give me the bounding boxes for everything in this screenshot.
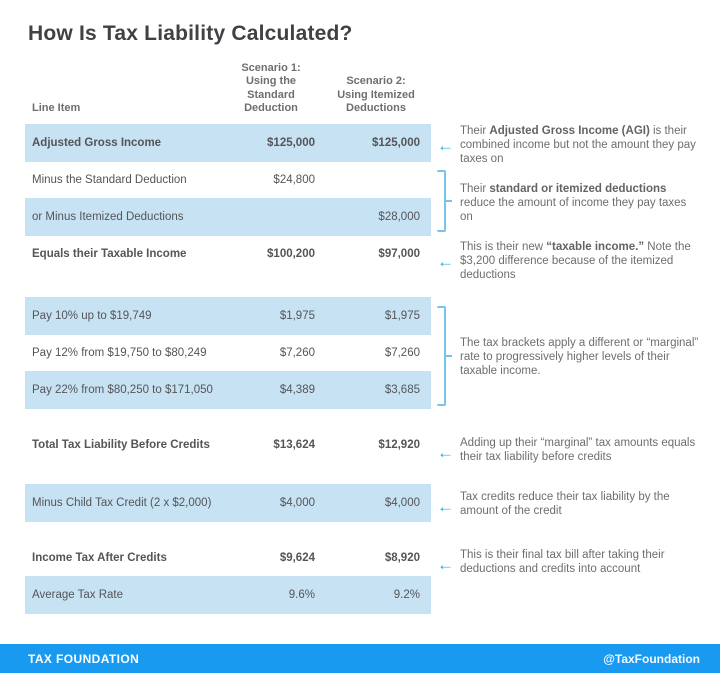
scenario1-value: $4,389: [279, 384, 315, 396]
row-label: Pay 22% from $80,250 to $171,050: [32, 384, 213, 396]
left-arrow-icon: ←: [437, 497, 454, 516]
brand-name: TAX FOUNDATION: [28, 651, 140, 666]
row-label: Equals their Taxable Income: [32, 248, 187, 260]
annotation-text: This is their final tax bill after takin…: [460, 549, 665, 576]
scenario1-value: $100,200: [267, 248, 315, 260]
annotation-total-liability: ← Adding up their “marginal” tax amounts…: [437, 436, 710, 464]
column-header-scenario1: Scenario 1: Using the Standard Deduction: [241, 62, 301, 114]
scenario2-value: $7,260: [384, 347, 420, 359]
table-row-child-tax-credit: Minus Child Tax Credit (2 x $2,000) $4,0…: [25, 484, 431, 522]
annotation-deductions: Their standard or itemized deductions re…: [437, 182, 710, 224]
left-arrow-icon: ←: [437, 555, 454, 574]
table-row-income-tax-after-credits: Income Tax After Credits $9,624 $8,920: [25, 540, 431, 576]
table-row-bracket-22pct: Pay 22% from $80,250 to $171,050 $4,389 …: [25, 371, 431, 409]
row-label: Minus Child Tax Credit (2 x $2,000): [32, 497, 212, 509]
row-label: Income Tax After Credits: [32, 552, 167, 564]
bracket-icon: [437, 170, 452, 232]
scenario2-value: $8,920: [384, 552, 420, 564]
row-label: Adjusted Gross Income: [32, 137, 162, 149]
table-row-total-liability: Total Tax Liability Before Credits $13,6…: [25, 427, 431, 463]
row-label: Average Tax Rate: [32, 589, 123, 601]
scenario2-value: $3,685: [384, 384, 420, 396]
annotation-final-bill: ← This is their final tax bill after tak…: [437, 548, 710, 576]
row-label: Minus the Standard Deduction: [32, 174, 187, 186]
row-label: or Minus Itemized Deductions: [32, 211, 184, 223]
table-body: Adjusted Gross Income $125,000 $125,000 …: [25, 124, 431, 614]
row-label: Total Tax Liability Before Credits: [32, 439, 210, 451]
annotation-taxable-income: ← This is their new “taxable income.” No…: [437, 240, 710, 282]
scenario2-value: 9.2%: [393, 589, 420, 601]
left-arrow-icon: ←: [437, 252, 454, 271]
scenario1-value: $4,000: [279, 497, 315, 509]
scenario1-value: $13,624: [273, 439, 315, 451]
annotation-text: Their standard or itemized deductions re…: [460, 183, 687, 224]
row-label: Pay 12% from $19,750 to $80,249: [32, 347, 207, 359]
scenario1-value: $1,975: [279, 310, 315, 322]
table-row-average-tax-rate: Average Tax Rate 9.6% 9.2%: [25, 576, 431, 614]
page-title: How Is Tax Liability Calculated?: [28, 22, 353, 45]
table-row-bracket-12pct: Pay 12% from $19,750 to $80,249 $7,260 $…: [25, 335, 431, 371]
table-row-standard-deduction: Minus the Standard Deduction $24,800: [25, 162, 431, 198]
scenario2-value: $28,000: [378, 211, 420, 223]
scenario2-value: $4,000: [384, 497, 420, 509]
annotation-text: Their Adjusted Gross Income (AGI) is the…: [460, 125, 696, 166]
left-arrow-icon: ←: [437, 443, 454, 462]
table-row-itemized-deductions: or Minus Itemized Deductions $28,000: [25, 198, 431, 236]
column-header-line-item: Line Item: [32, 101, 81, 114]
footer-bar: TAX FOUNDATION @TaxFoundation: [0, 644, 720, 673]
table-row-taxable-income: Equals their Taxable Income $100,200 $97…: [25, 236, 431, 272]
bracket-icon: [437, 306, 452, 406]
twitter-handle: @TaxFoundation: [603, 651, 700, 666]
scenario1-value: $7,260: [279, 347, 315, 359]
annotation-text: Adding up their “marginal” tax amounts e…: [460, 437, 696, 464]
left-arrow-icon: ←: [437, 136, 454, 155]
table-row-bracket-10pct: Pay 10% up to $19,749 $1,975 $1,975: [25, 297, 431, 335]
annotation-text: Tax credits reduce their tax liability b…: [460, 491, 670, 518]
scenario2-value: $125,000: [372, 137, 420, 149]
table-header-row: Line Item Scenario 1: Using the Standard…: [25, 58, 431, 118]
table-row-adjusted-gross-income: Adjusted Gross Income $125,000 $125,000: [25, 124, 431, 162]
scenario1-value: $125,000: [267, 137, 315, 149]
column-header-scenario2: Scenario 2: Using Itemized Deductions: [337, 75, 415, 114]
scenario1-value: $24,800: [273, 174, 315, 186]
annotation-tax-brackets: The tax brackets apply a different or “m…: [437, 336, 710, 378]
annotation-tax-credits: ← Tax credits reduce their tax liability…: [437, 490, 710, 518]
scenario2-value: $12,920: [378, 439, 420, 451]
scenario1-value: 9.6%: [288, 589, 315, 601]
scenario2-value: $97,000: [378, 248, 420, 260]
row-label: Pay 10% up to $19,749: [32, 310, 152, 322]
scenario1-value: $9,624: [279, 552, 315, 564]
scenario2-value: $1,975: [384, 310, 420, 322]
annotation-text: This is their new “taxable income.” Note…: [460, 241, 691, 282]
annotation-agi: ← Their Adjusted Gross Income (AGI) is t…: [437, 124, 710, 166]
annotation-text: The tax brackets apply a different or “m…: [460, 337, 699, 378]
